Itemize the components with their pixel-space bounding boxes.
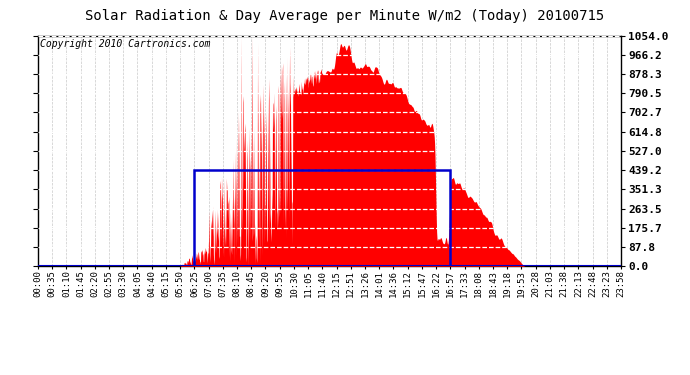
Text: Solar Radiation & Day Average per Minute W/m2 (Today) 20100715: Solar Radiation & Day Average per Minute… bbox=[86, 9, 604, 23]
Text: Copyright 2010 Cartronics.com: Copyright 2010 Cartronics.com bbox=[40, 39, 210, 50]
Bar bbox=[195, 170, 451, 266]
